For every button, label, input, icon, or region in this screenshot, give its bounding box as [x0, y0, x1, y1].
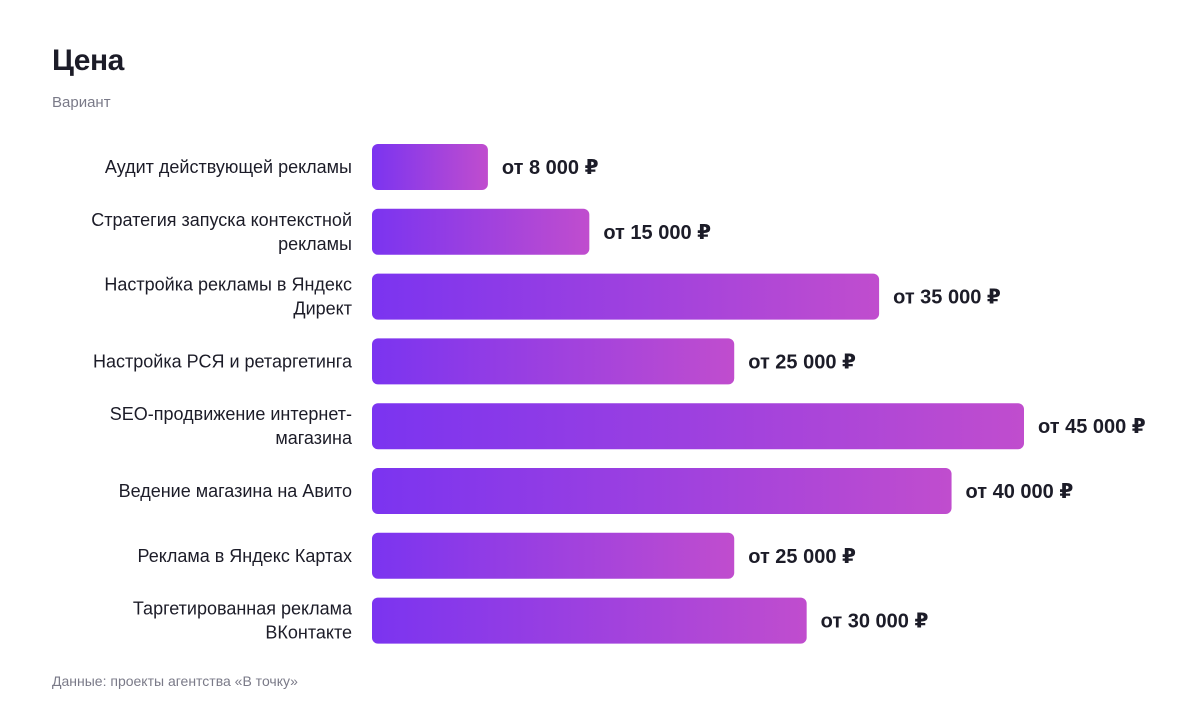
chart-title: Цена: [52, 44, 124, 77]
bar: [372, 338, 735, 385]
value-label: от 25 000 ₽: [748, 351, 856, 373]
category-label: Настройка рекламы в Яндекс Директ: [104, 275, 352, 319]
bar: [372, 144, 488, 190]
data-source-note: Данные: проекты агентства «В точку»: [52, 673, 298, 689]
chart-subtitle: Вариант: [52, 94, 111, 111]
bar: [372, 532, 735, 579]
value-label: от 15 000 ₽: [603, 222, 711, 244]
bar: [372, 468, 952, 514]
value-label: от 25 000 ₽: [748, 546, 856, 568]
bar: [372, 208, 590, 255]
bar: [372, 403, 1024, 450]
category-label: SEO-продвижение интернет-магазина: [110, 404, 353, 448]
value-label: от 8 000 ₽: [502, 157, 599, 179]
value-label: от 35 000 ₽: [893, 287, 1001, 309]
category-label: Реклама в Яндекс Картах: [138, 546, 352, 566]
category-label: Ведение магазина на Авито: [119, 481, 352, 501]
bar: [372, 273, 880, 320]
category-label: Аудит действующей рекламы: [105, 157, 352, 177]
category-label: Стратегия запуска контекстной рекламы: [91, 210, 352, 254]
value-label: от 40 000 ₽: [966, 481, 1074, 503]
bar: [372, 597, 807, 644]
category-label: Таргетированная реклама ВКонтакте: [133, 599, 353, 643]
value-label: от 45 000 ₽: [1038, 416, 1146, 438]
value-label: от 30 000 ₽: [821, 611, 929, 633]
category-label: Настройка РСЯ и ретаргетинга: [93, 351, 353, 371]
